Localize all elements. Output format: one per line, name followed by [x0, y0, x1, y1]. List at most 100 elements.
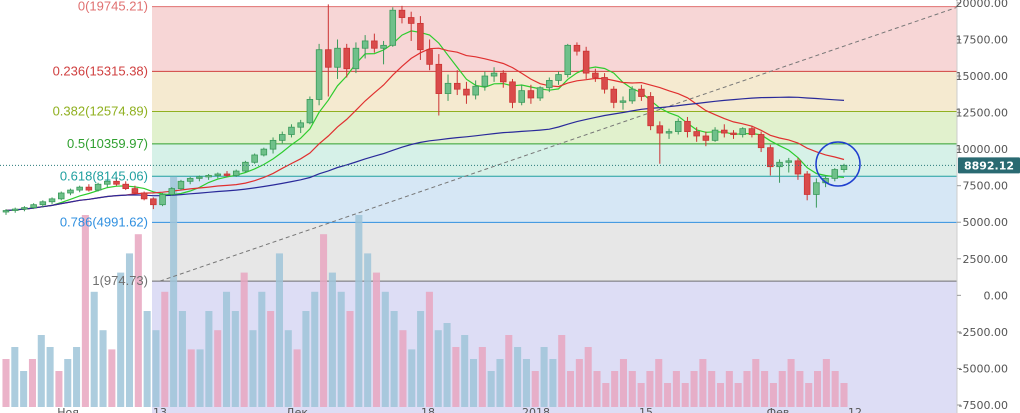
candle-body — [840, 164, 848, 171]
candle-body — [57, 192, 65, 200]
candle-body — [453, 82, 461, 90]
volume-bar — [619, 359, 628, 407]
y-tick-label: 5000.00 — [963, 216, 1009, 229]
volume-bar — [161, 291, 169, 407]
volume-bar — [196, 349, 204, 407]
candle-body — [417, 22, 424, 51]
candle-body — [251, 154, 258, 163]
volume-bar — [567, 371, 575, 407]
volume-bar — [117, 272, 125, 407]
volume-bar — [64, 359, 72, 407]
volume-bar — [2, 359, 10, 407]
fib-zone — [152, 222, 957, 282]
y-tick-label: -7500.00 — [959, 399, 1008, 412]
volume-bar — [293, 349, 301, 407]
trend-line[interactable] — [159, 6, 958, 282]
volume-bar — [231, 311, 239, 407]
candle-body — [435, 63, 443, 94]
volume-bar — [46, 347, 54, 407]
fib-level-label: 0.786(4991.62) — [60, 214, 148, 229]
volume-bar — [240, 272, 248, 407]
volume-bar — [143, 311, 151, 407]
candle-body — [288, 126, 295, 135]
volume-bar — [249, 330, 257, 407]
volume-bar — [55, 371, 63, 407]
candle-body — [739, 128, 746, 135]
volume-bar — [99, 330, 107, 407]
volume-bar — [434, 330, 442, 407]
fib-level-label: 0.236(15315.38) — [53, 63, 148, 78]
volume-bar — [637, 383, 645, 407]
candle-body — [94, 183, 102, 191]
volume-bars — [2, 176, 848, 407]
candle-body — [573, 44, 581, 52]
y-tick-label: -5000.00 — [959, 362, 1008, 375]
volume-bar — [787, 359, 795, 407]
volume-bar — [558, 335, 566, 407]
fib-zone — [152, 176, 957, 223]
volume-bar — [761, 371, 769, 407]
volume-bar — [284, 330, 292, 407]
candle-body — [730, 132, 737, 135]
volume-bar — [822, 359, 830, 407]
y-tick-label: 12500.00 — [956, 107, 1009, 120]
volume-bar — [505, 335, 513, 407]
volume-bar — [699, 359, 707, 407]
volume-bar — [408, 349, 416, 407]
volume-bar — [690, 371, 698, 407]
fib-zone — [152, 71, 957, 112]
volume-bar — [187, 349, 195, 407]
volume-bar — [346, 311, 354, 407]
volume-bar — [628, 371, 636, 407]
x-tick-label: 15 — [639, 406, 653, 413]
candle-body — [555, 74, 562, 81]
candle-body — [776, 161, 783, 168]
candle-body — [656, 125, 664, 134]
candle-body — [186, 177, 194, 182]
candlesticks — [2, 4, 848, 215]
x-tick-label: 2018 — [522, 406, 550, 413]
y-tick-label: 7500.00 — [963, 180, 1009, 193]
volume-bar — [805, 383, 813, 407]
candle-body — [813, 182, 820, 195]
candle-body — [536, 87, 544, 99]
volume-bar — [390, 311, 398, 407]
candle-body — [767, 147, 774, 168]
volume-bar — [469, 359, 478, 407]
volume-bar — [831, 371, 839, 407]
volume-bar — [134, 234, 142, 407]
volume-bar — [364, 253, 372, 407]
candle-body — [223, 173, 231, 176]
candle-body — [242, 161, 249, 172]
volume-bar — [708, 371, 716, 407]
candle-body — [546, 80, 553, 89]
volume-bar — [664, 383, 672, 407]
volume-bar — [611, 371, 619, 407]
volume-bar — [478, 347, 486, 407]
fibonacci-levels — [152, 6, 957, 282]
candle-body — [601, 77, 608, 90]
candle-body — [297, 122, 304, 128]
price-axis[interactable]: 20000.00 17500.00 15000.00 12500.00 10000.00… — [956, 0, 1020, 413]
volume-bar — [681, 383, 689, 407]
volume-bar — [514, 347, 522, 407]
candle-body — [159, 194, 166, 206]
volume-bar — [381, 291, 389, 407]
candle-body — [343, 47, 350, 70]
volume-bar — [796, 371, 804, 407]
time-axis[interactable]: Ноя 13 Дек 18 2018 15 Фев 12 — [57, 406, 862, 413]
volume-bar — [214, 330, 222, 407]
volume-bar — [108, 349, 116, 407]
trend-line-segment[interactable] — [159, 6, 958, 282]
volume-bar — [443, 323, 451, 407]
candle-body — [794, 160, 802, 175]
volume-bar — [320, 234, 328, 407]
candle-body — [196, 176, 203, 179]
fib-zone — [152, 6, 957, 72]
candle-body — [21, 207, 28, 210]
volume-bar — [267, 311, 275, 407]
y-tick-label: 17500.00 — [956, 33, 1009, 46]
candle-body — [269, 139, 277, 150]
candle-body — [168, 188, 176, 195]
